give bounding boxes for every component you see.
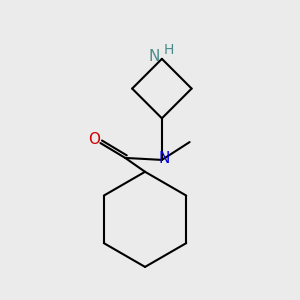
Text: N: N bbox=[158, 152, 169, 166]
Text: O: O bbox=[88, 132, 101, 147]
Text: H: H bbox=[164, 43, 174, 57]
Text: N: N bbox=[148, 50, 160, 64]
